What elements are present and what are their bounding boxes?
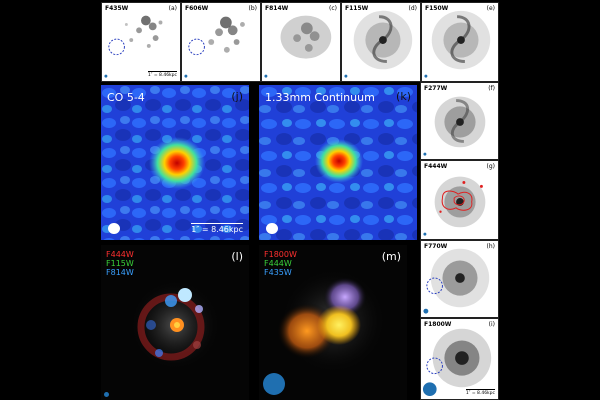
panel-d-f115w: F115W (d) bbox=[341, 2, 421, 82]
dashed-circle bbox=[188, 38, 205, 56]
band-label-green: F115W bbox=[106, 259, 134, 268]
f277w-image bbox=[423, 96, 486, 156]
filter-label: F150W bbox=[425, 5, 449, 12]
beam-ellipse bbox=[266, 223, 278, 234]
contour bbox=[453, 195, 465, 206]
panel-tag: (j) bbox=[231, 90, 243, 103]
panel-e-f150w: F150W (e) bbox=[421, 2, 499, 82]
beam-dot bbox=[184, 74, 188, 78]
f150w-image bbox=[424, 10, 491, 78]
panel-tag: (k) bbox=[396, 90, 411, 103]
f115w-image bbox=[344, 10, 413, 78]
f444w-image bbox=[423, 176, 486, 236]
beam-dot bbox=[422, 382, 437, 397]
scale-bar: 1″ = 8.46kpc bbox=[465, 389, 495, 396]
panel-tag: (i) bbox=[488, 321, 495, 328]
filter-label: F770W bbox=[424, 243, 448, 250]
rgb-composite-m bbox=[277, 266, 388, 376]
filter-label: F1800W bbox=[424, 321, 452, 328]
panel-tag: (b) bbox=[248, 5, 258, 12]
panel-g-f444w: F444W (g) bbox=[420, 160, 499, 240]
beam-dot bbox=[264, 74, 268, 78]
panel-k-continuum: 1.33mm Continuum (k) bbox=[259, 85, 417, 240]
rgb-composite-l bbox=[129, 279, 221, 371]
panel-tag: (c) bbox=[329, 5, 337, 12]
scale-bar: 1″ = 8.46kpc bbox=[147, 71, 177, 78]
beam-dot bbox=[423, 152, 427, 156]
beam-ellipse bbox=[108, 223, 120, 234]
panel-b-f606w: F606W (b) bbox=[181, 2, 261, 82]
panel-tag: (g) bbox=[486, 163, 496, 170]
beam-dot bbox=[424, 74, 428, 78]
continuum-map bbox=[259, 85, 417, 240]
filter-label: F606W bbox=[185, 5, 209, 12]
panel-a-f435w: F435W (a) 1″ = 8.46kpc bbox=[101, 2, 181, 82]
beam-dot bbox=[344, 74, 348, 78]
filter-label: F444W bbox=[424, 163, 448, 170]
beam-dot bbox=[423, 232, 427, 236]
f814w-image bbox=[264, 15, 332, 78]
panel-tag: (f) bbox=[488, 85, 495, 92]
band-label-red: F444W bbox=[106, 250, 134, 259]
band-label-red: F1800W bbox=[264, 250, 297, 259]
band-label-blue: F435W bbox=[264, 268, 292, 277]
band-label-blue: F814W bbox=[106, 268, 134, 277]
panel-i-f1800w: F1800W (i) 1″ = 8.46kpc bbox=[420, 318, 499, 400]
panel-f-f277w: F277W (f) bbox=[420, 82, 499, 160]
f1800w-image bbox=[422, 328, 492, 397]
scale-bar: 1″ = 8.46kpc bbox=[191, 223, 243, 234]
f435w-image bbox=[104, 15, 163, 78]
beam-dot bbox=[423, 308, 429, 314]
contour bbox=[441, 190, 473, 211]
panel-h-f770w: F770W (h) bbox=[420, 240, 499, 318]
filter-label: F435W bbox=[105, 5, 129, 12]
f770w-image bbox=[423, 248, 490, 314]
panel-m-rgb: F1800W F444W F435W (m) bbox=[259, 245, 407, 400]
co-map bbox=[101, 85, 249, 240]
dashed-circle bbox=[108, 38, 125, 56]
panel-c-f814w: F814W (c) bbox=[261, 2, 341, 82]
panel-tag: (l) bbox=[231, 250, 243, 263]
filter-label: F277W bbox=[424, 85, 448, 92]
filter-label: F115W bbox=[345, 5, 369, 12]
beam-dot bbox=[263, 373, 285, 395]
beam-dot bbox=[104, 392, 109, 397]
panel-tag: (h) bbox=[486, 243, 495, 250]
filter-label: F814W bbox=[265, 5, 289, 12]
band-label-green: F444W bbox=[264, 259, 292, 268]
panel-l-rgb: F444W F115W F814W (l) bbox=[101, 245, 249, 400]
panel-tag: (e) bbox=[486, 5, 495, 12]
continuum-title: 1.33mm Continuum bbox=[265, 91, 375, 104]
panel-tag: (m) bbox=[381, 250, 401, 263]
beam-dot bbox=[104, 74, 108, 78]
f606w-image bbox=[184, 16, 245, 78]
dashed-circle bbox=[426, 357, 443, 375]
panel-tag: (a) bbox=[168, 5, 177, 12]
panel-j-co54: CO 5-4 (j) 1″ = 8.46kpc bbox=[101, 85, 249, 240]
dashed-circle bbox=[426, 277, 443, 295]
co-title: CO 5-4 bbox=[107, 91, 145, 104]
panel-tag: (d) bbox=[408, 5, 418, 12]
